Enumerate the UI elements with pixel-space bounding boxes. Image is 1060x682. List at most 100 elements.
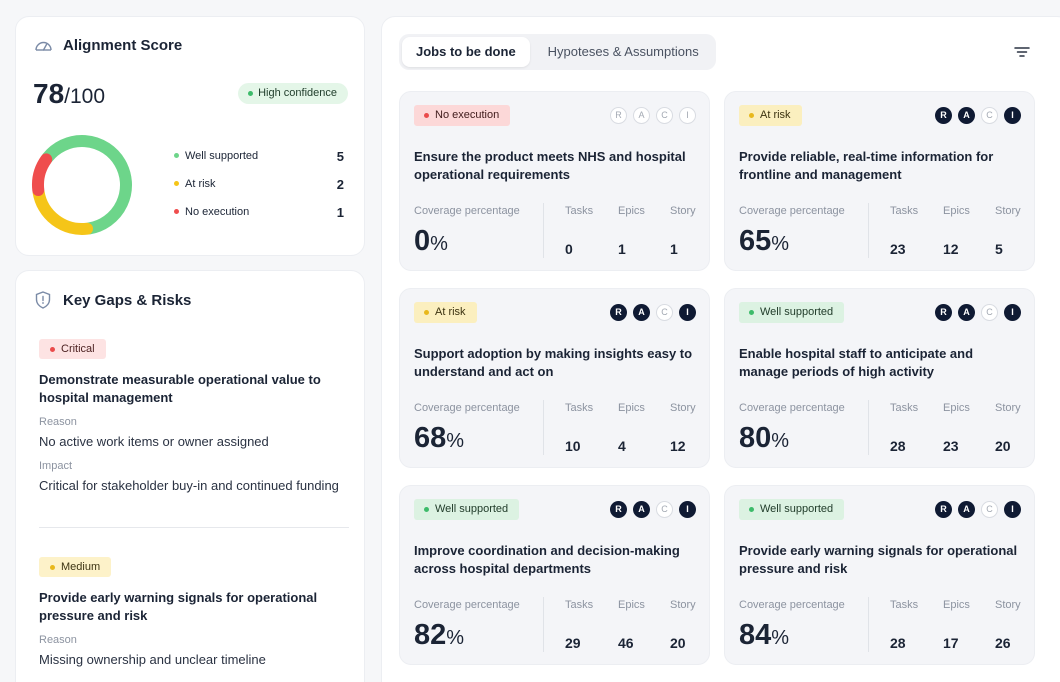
- metric-divider: [868, 597, 869, 652]
- tasks-label: Tasks: [565, 599, 594, 611]
- epics-value: 12: [943, 241, 959, 257]
- coverage-value: 84%: [739, 619, 789, 652]
- coverage-value: 68%: [414, 422, 464, 455]
- tasks-value: 23: [890, 241, 906, 257]
- story-value: 12: [670, 438, 686, 454]
- job-card[interactable]: At risk R A C I Provide reliable, real-time i…: [724, 91, 1035, 271]
- raci-c-chip: C: [656, 107, 673, 124]
- job-status-badge: No execution: [414, 105, 511, 126]
- shield-icon: [33, 290, 53, 310]
- tasks-label: Tasks: [890, 599, 919, 611]
- percent-sign: %: [446, 430, 465, 452]
- job-status-badge: Well supported: [739, 302, 845, 323]
- jobs-panel: Jobs to be done Hypoteses & Assumptions …: [381, 16, 1060, 682]
- gap-item[interactable]: Medium Provide early warning signals for…: [39, 557, 351, 669]
- percent-sign: %: [430, 233, 448, 255]
- raci-c-chip: C: [656, 501, 673, 518]
- job-card[interactable]: Well supported R A C I Improve coordination a…: [399, 485, 710, 665]
- raci-a-chip: A: [958, 501, 975, 518]
- gap-divider: [39, 527, 349, 528]
- filter-icon[interactable]: [1014, 45, 1030, 59]
- reason-text: Missing ownership and unclear timeline: [39, 652, 266, 667]
- job-card[interactable]: Well supported R A C I Enable hospital staff …: [724, 288, 1035, 468]
- raci-r-chip: R: [935, 107, 952, 124]
- epics-value: 4: [618, 438, 626, 454]
- raci-a-chip: A: [633, 304, 650, 321]
- coverage-number: 80: [739, 422, 772, 454]
- job-card[interactable]: No execution R A C I Ensure the product meets…: [399, 91, 710, 271]
- legend-dot: [174, 209, 179, 214]
- coverage-label: Coverage percentage: [414, 599, 520, 611]
- donut-segment-no-execution: [32, 153, 53, 197]
- coverage-value: 0%: [414, 225, 448, 258]
- epics-value: 23: [943, 438, 959, 454]
- story-value: 1: [670, 241, 678, 257]
- key-gaps-card: Key Gaps & Risks Critical Demonstrate me…: [15, 270, 365, 682]
- epics-value: 46: [618, 635, 634, 651]
- tasks-value: 0: [565, 241, 573, 257]
- story-label: Story: [995, 205, 1021, 217]
- tasks-label: Tasks: [565, 402, 594, 414]
- raci-c-chip: C: [656, 304, 673, 321]
- coverage-label: Coverage percentage: [414, 402, 520, 414]
- story-label: Story: [995, 599, 1021, 611]
- metric-divider: [543, 400, 544, 455]
- raci-a-chip: A: [958, 107, 975, 124]
- donut-segment-at-risk: [32, 186, 94, 235]
- raci-c-chip: C: [981, 107, 998, 124]
- legend-value: 2: [336, 177, 344, 192]
- raci-i-chip: I: [1004, 304, 1021, 321]
- epics-label: Epics: [943, 599, 970, 611]
- legend-row: Well supported 5: [174, 147, 344, 175]
- metric-divider: [543, 597, 544, 652]
- metric-divider: [868, 203, 869, 258]
- epics-label: Epics: [618, 402, 645, 414]
- job-card[interactable]: At risk R A C I Support adoption by making in…: [399, 288, 710, 468]
- raci-r-chip: R: [935, 501, 952, 518]
- percent-sign: %: [771, 430, 790, 452]
- story-label: Story: [995, 402, 1021, 414]
- story-label: Story: [670, 402, 696, 414]
- coverage-label: Coverage percentage: [739, 599, 845, 611]
- coverage-value: 82%: [414, 619, 464, 652]
- job-card[interactable]: Well supported R A C I Provide early warning …: [724, 485, 1035, 665]
- story-value: 26: [995, 635, 1011, 651]
- coverage-label: Coverage percentage: [414, 205, 520, 217]
- reason-label: Reason: [39, 634, 77, 646]
- tab-hypotheses-assumptions[interactable]: Hypoteses & Assumptions: [547, 44, 699, 59]
- coverage-label: Coverage percentage: [739, 205, 845, 217]
- alignment-donut-chart: [32, 135, 132, 235]
- legend-row: No execution 1: [174, 203, 344, 231]
- tab-jobs-to-be-done[interactable]: Jobs to be done: [402, 37, 530, 67]
- impact-label: Impact: [39, 460, 73, 472]
- raci-i-chip: I: [1004, 501, 1021, 518]
- alignment-legend: Well supported 5 At risk 2 No execution 1: [174, 147, 344, 231]
- job-status-badge: Well supported: [414, 499, 520, 520]
- coverage-label: Coverage percentage: [739, 402, 845, 414]
- coverage-value: 65%: [739, 225, 789, 258]
- gap-title: Demonstrate measurable operational value…: [39, 372, 321, 405]
- key-gaps-header: Key Gaps & Risks: [33, 290, 191, 310]
- epics-value: 1: [618, 241, 626, 257]
- legend-label: No execution: [185, 206, 250, 218]
- tasks-label: Tasks: [890, 205, 919, 217]
- legend-label: Well supported: [185, 150, 259, 162]
- raci-c-chip: C: [981, 304, 998, 321]
- legend-label: At risk: [185, 178, 216, 190]
- epics-label: Epics: [618, 599, 645, 611]
- raci-a-chip: A: [958, 304, 975, 321]
- gauge-icon: [33, 35, 53, 55]
- gap-item[interactable]: Critical Demonstrate measurable operatio…: [39, 339, 351, 495]
- reason-text: No active work items or owner assigned: [39, 434, 269, 449]
- raci-r-chip: R: [610, 304, 627, 321]
- tasks-label: Tasks: [565, 205, 594, 217]
- coverage-number: 82: [414, 619, 447, 651]
- metric-divider: [543, 203, 544, 258]
- gap-title: Provide early warning signals for operat…: [39, 590, 318, 623]
- severity-badge: Critical: [39, 339, 106, 359]
- epics-value: 17: [943, 635, 959, 651]
- alignment-score-value: 78/100: [33, 78, 105, 110]
